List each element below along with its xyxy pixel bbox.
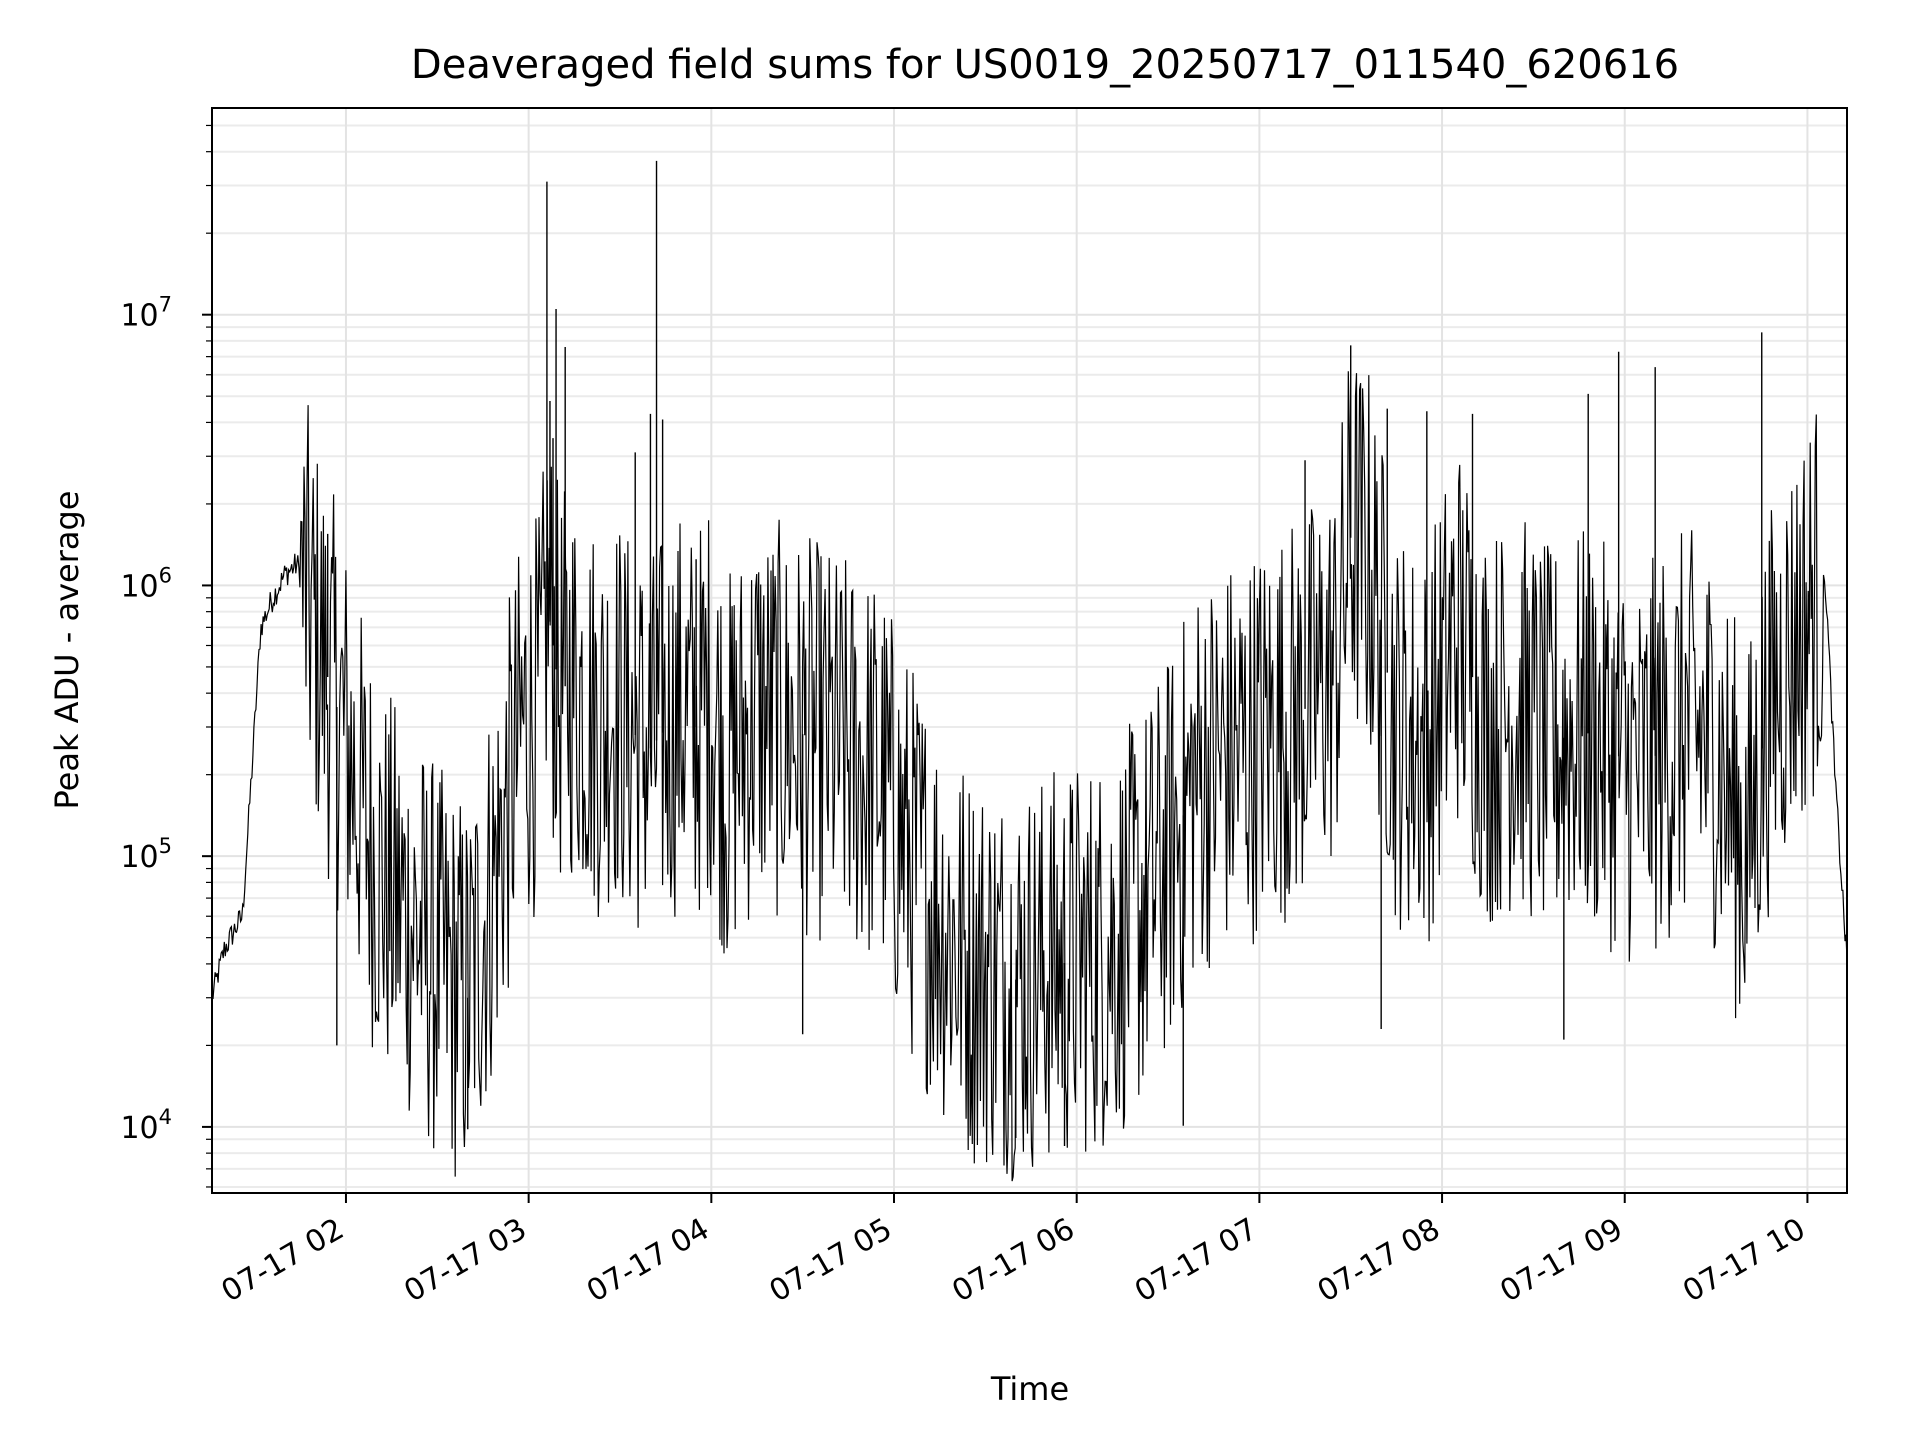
series-spikes: [326, 160, 1763, 1147]
minor-gridlines: [212, 124, 1847, 1188]
y-axis-label: Peak ADU - average: [48, 491, 86, 810]
chart-title: Deaveraged field sums for US0019_2025071…: [411, 42, 1679, 88]
x-axis-label: Time: [990, 1370, 1069, 1408]
y-tick-label: 107: [120, 293, 172, 334]
major-gridlines: [212, 108, 1847, 1193]
plot-frame: [211, 107, 1848, 1194]
series-polyline: [211, 371, 1848, 1182]
series-line: [211, 371, 1848, 1182]
